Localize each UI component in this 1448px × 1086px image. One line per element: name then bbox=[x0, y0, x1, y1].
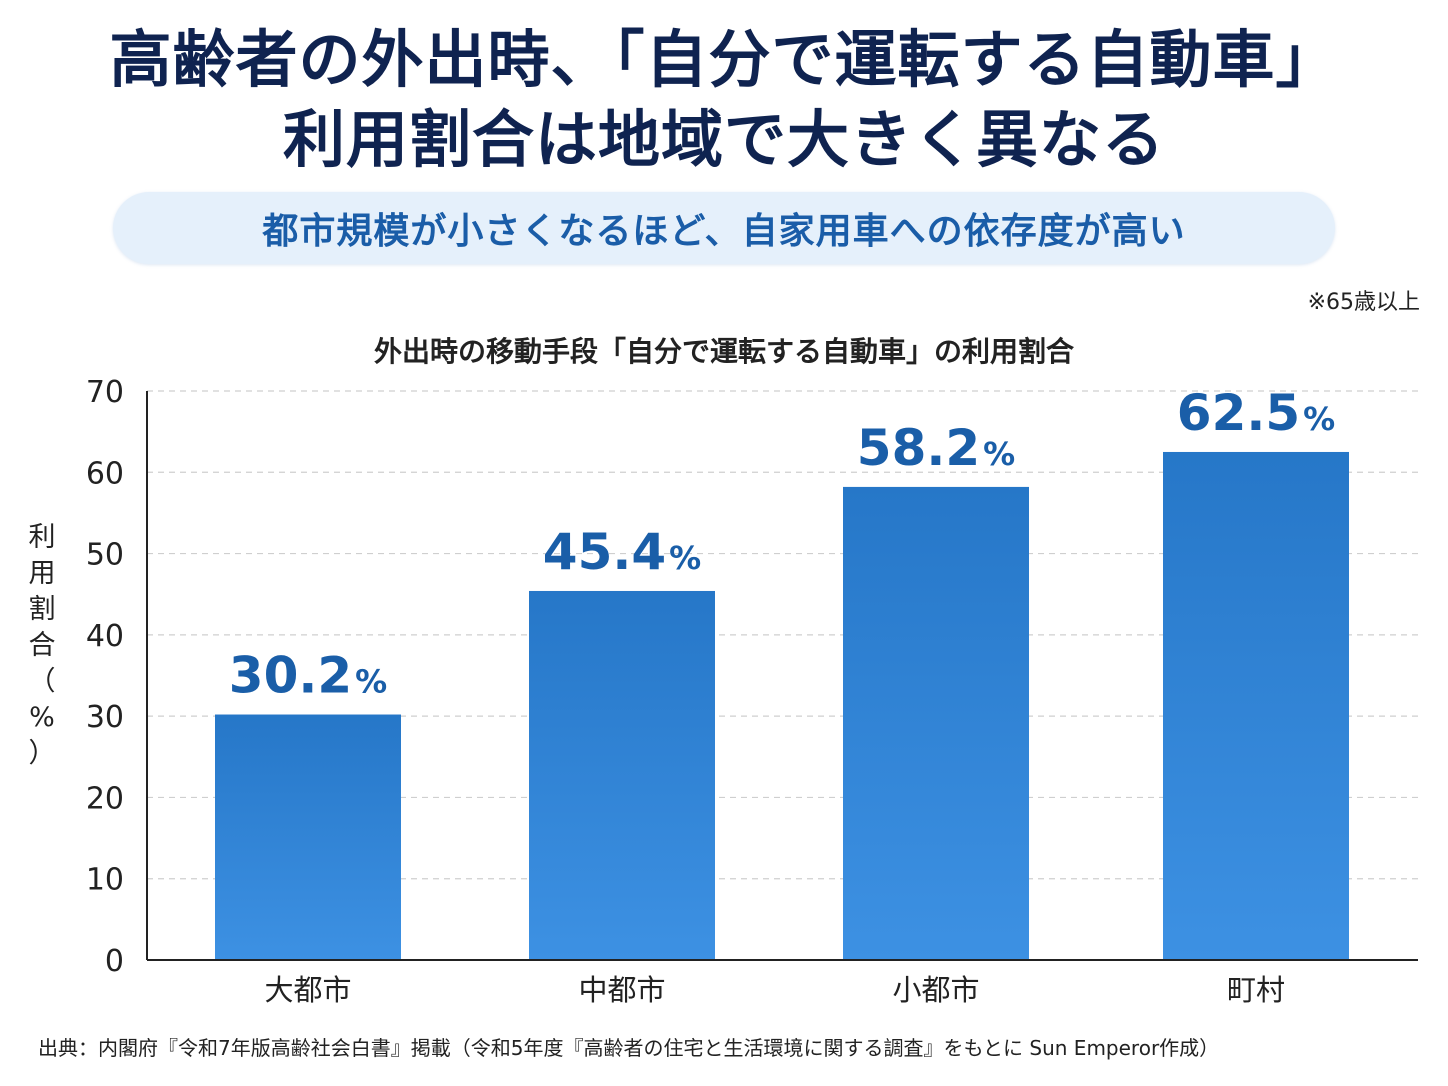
value-label: 30.2% bbox=[229, 647, 387, 705]
value-number: 58.2 bbox=[857, 419, 980, 477]
y-tick-label: 50 bbox=[86, 538, 124, 573]
bar-4 bbox=[1163, 451, 1349, 960]
y-axis-label-char: 用 bbox=[28, 558, 56, 589]
x-tick-label: 町村 bbox=[1227, 973, 1285, 1007]
bars bbox=[215, 451, 1349, 960]
age-note: ※65歳以上 bbox=[1307, 290, 1420, 315]
y-tick-labels: 0 10 20 30 40 50 60 70 bbox=[86, 375, 124, 979]
y-tick-label: 40 bbox=[86, 619, 124, 654]
headline-line-1: 高齢者の外出時、「自分で運転する自動車」 bbox=[109, 23, 1339, 96]
headline-line-2: 利用割合は地域で大きく異なる bbox=[282, 103, 1165, 176]
x-tick-label: 小都市 bbox=[892, 973, 979, 1007]
y-tick-label: 70 bbox=[86, 375, 124, 410]
value-unit: % bbox=[983, 435, 1015, 473]
value-number: 45.4 bbox=[543, 523, 666, 581]
y-axis-label-char: 合 bbox=[28, 630, 56, 661]
bar-2 bbox=[529, 590, 715, 960]
value-labels: 30.2%45.4%58.2%62.5% bbox=[229, 384, 1335, 705]
x-tick-label: 中都市 bbox=[578, 973, 665, 1007]
source-note: 出典：内閣府『令和7年版高齢社会白書』掲載（令和5年度『高齢者の住宅と生活環境に… bbox=[38, 1036, 1220, 1060]
y-axis-label-char: 利 bbox=[28, 522, 56, 553]
value-label: 45.4% bbox=[543, 523, 701, 581]
y-axis-label-char: % bbox=[29, 702, 55, 733]
subtitle-text: 都市規模が小さくなるほど、自家用車への依存度が高い bbox=[262, 211, 1186, 252]
x-tick-labels: 大都市 中都市 小都市 町村 bbox=[264, 973, 1285, 1007]
y-axis-label-char: ） bbox=[28, 738, 56, 769]
bar-3 bbox=[843, 486, 1029, 960]
value-number: 30.2 bbox=[229, 647, 352, 705]
value-label: 58.2% bbox=[857, 419, 1015, 477]
y-tick-label: 30 bbox=[86, 700, 124, 735]
y-axis-label: 利用割合 （% ） bbox=[24, 520, 60, 772]
value-unit: % bbox=[669, 539, 701, 577]
y-axis-label-char: （ bbox=[28, 666, 56, 697]
y-axis-label-char: 割 bbox=[28, 594, 56, 625]
x-tick-label: 大都市 bbox=[264, 973, 351, 1007]
value-label: 62.5% bbox=[1177, 384, 1335, 442]
value-unit: % bbox=[1303, 400, 1335, 438]
chart-title: 外出時の移動手段「自分で運転する自動車」の利用割合 bbox=[373, 335, 1074, 368]
y-tick-label: 10 bbox=[86, 863, 124, 898]
y-tick-label: 60 bbox=[86, 456, 124, 491]
value-unit: % bbox=[355, 663, 387, 701]
axes bbox=[146, 391, 1418, 961]
y-tick-label: 20 bbox=[86, 781, 124, 816]
bar-1 bbox=[215, 714, 401, 960]
value-number: 62.5 bbox=[1177, 384, 1300, 442]
y-tick-label: 0 bbox=[105, 944, 124, 979]
subtitle-pill: 都市規模が小さくなるほど、自家用車への依存度が高い bbox=[113, 192, 1335, 264]
